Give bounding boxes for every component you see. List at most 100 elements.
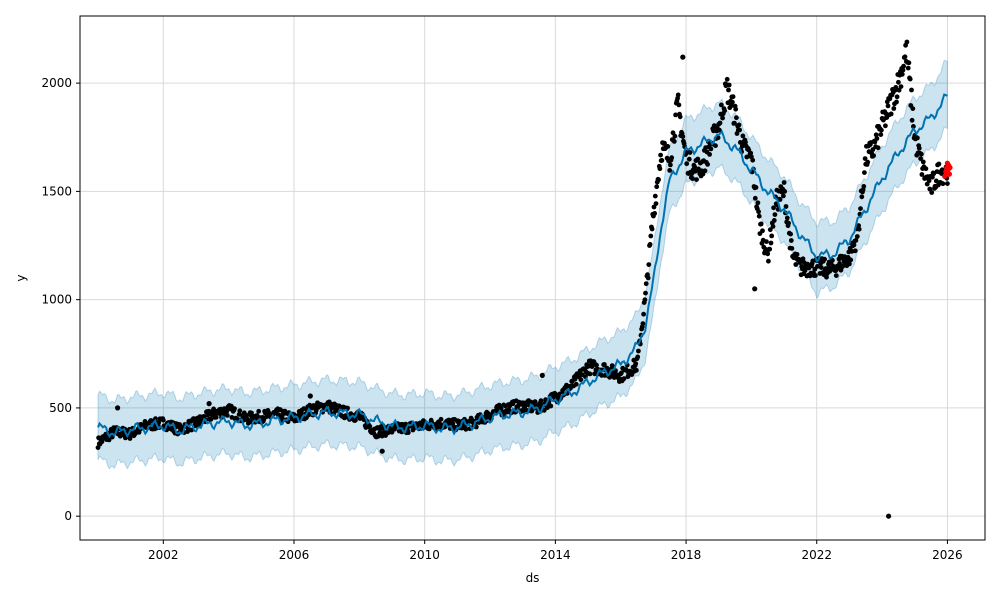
observed-point [548,403,554,409]
observed-point [782,189,788,194]
y-axis-label: y [14,274,28,281]
observed-point [392,426,397,432]
observed-point [894,94,900,100]
observed-point [720,115,725,121]
y-tick-label: 1500 [41,184,72,198]
observed-point [945,181,950,187]
observed-point [894,99,899,105]
observed-point [918,156,923,162]
observed-point [856,226,862,232]
y-tick-label: 2000 [41,76,72,90]
observed-point [756,209,761,215]
observed-point [726,87,731,93]
observed-point [758,221,764,227]
observed-point [771,218,777,223]
observed-point [640,321,646,326]
observed-point [781,180,787,185]
observed-point [840,263,846,269]
observed-point [878,132,884,138]
observed-point [733,106,739,112]
observed-point [636,348,641,354]
observed-point [232,406,237,411]
x-tick-label: 2014 [540,548,571,562]
observed-point [686,156,692,162]
y-tick-label: 0 [64,509,72,523]
observed-point [752,195,758,201]
observed-point [633,361,639,367]
holdout-point [942,173,948,179]
observed-point [724,76,730,82]
observed-point [532,399,538,404]
observed-point [936,161,942,167]
observed-point [767,227,773,233]
observed-point [788,231,793,237]
observed-point [604,365,610,371]
observed-point [224,413,230,418]
observed-point [652,211,658,216]
observed-point [648,233,654,239]
observed-point [734,115,739,121]
observed-point [669,155,675,161]
x-tick-label: 2022 [801,548,832,562]
observed-point [904,39,910,45]
observed-point [769,233,775,239]
observed-point [656,177,661,183]
observed-point [896,87,902,93]
observed-point [837,261,842,266]
observed-point [690,176,695,182]
observed-point [862,170,867,176]
observed-point [405,430,411,435]
y-tick-label: 500 [49,401,72,415]
plot-frame [79,15,986,541]
observed-point [789,246,795,251]
observed-point [634,367,639,373]
observed-point [708,146,714,152]
observed-point [160,417,166,423]
observed-point [256,408,262,414]
observed-point [213,414,219,420]
observed-point [896,79,901,85]
observed-point [643,290,648,296]
observed-point [684,161,690,167]
observed-point [717,127,722,133]
observed-point [777,197,783,202]
observed-point [766,258,771,264]
observed-point [784,215,790,221]
observed-point [438,416,444,422]
observed-point [750,157,756,163]
observed-point [619,370,624,376]
observed-point [657,166,663,172]
observed-point [818,265,824,270]
observed-point [871,153,876,159]
observed-point [675,92,681,98]
observed-point [578,377,584,383]
observed-point [771,205,776,211]
observed-point [933,178,939,184]
x-axis-label: ds [526,571,540,585]
observed-point [748,150,754,156]
observed-point [900,67,906,73]
observed-point [909,87,914,93]
x-tick-label: 2018 [671,548,702,562]
observed-point [755,200,761,206]
observed-point [667,168,673,173]
observed-point [899,71,905,77]
observed-point [635,354,641,360]
observed-point [865,159,871,165]
observed-point [848,257,854,263]
observed-point [208,416,214,422]
observed-point [736,122,742,128]
observed-point [694,177,699,183]
observed-point [919,172,925,177]
observed-point [760,228,765,234]
observed-point [853,238,859,243]
observed-point [646,262,652,267]
observed-point [856,223,861,229]
observed-point [765,251,771,257]
observed-point [788,238,794,243]
observed-point [717,120,723,126]
observed-point [888,111,894,117]
observed-point [728,103,734,109]
observed-point [915,135,920,141]
observed-point [813,273,818,278]
